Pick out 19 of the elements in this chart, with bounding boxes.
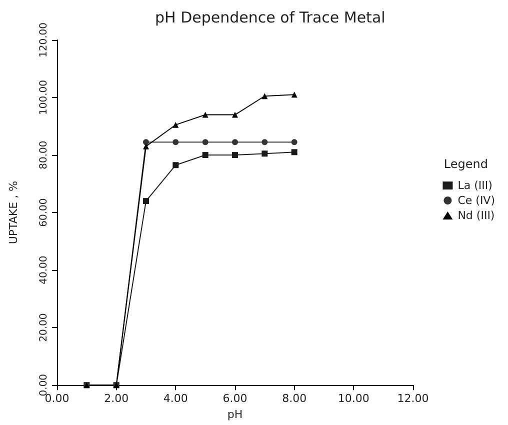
- y-tick-label: 60.00: [38, 198, 50, 227]
- x-tick-label: 2.00: [104, 392, 129, 406]
- x-tick-label: 8.00: [282, 392, 307, 406]
- y-axis-title: UPTAKE , %: [7, 180, 20, 244]
- legend-label: Nd (III): [458, 209, 495, 222]
- y-tick-label: 20.00: [38, 313, 50, 342]
- y-tick-label: 40.00: [38, 256, 50, 284]
- x-tick-label: 6.00: [222, 392, 248, 406]
- legend-label: Ce (IV): [458, 194, 495, 207]
- x-axis-title: pH: [227, 408, 243, 421]
- y-tick-label: 80.00: [38, 140, 50, 170]
- y-tick-label: 100.00: [38, 80, 50, 116]
- x-tick-label: 10.00: [338, 392, 370, 406]
- x-tick-label: 12.00: [397, 392, 429, 406]
- legend-title: Legend: [444, 157, 488, 171]
- y-tick-label: 120.00: [38, 22, 50, 58]
- x-tick-label: 4.00: [163, 392, 188, 406]
- chart-title: pH Dependence of Trace Metal: [155, 8, 386, 26]
- legend-label: La (III): [458, 179, 492, 192]
